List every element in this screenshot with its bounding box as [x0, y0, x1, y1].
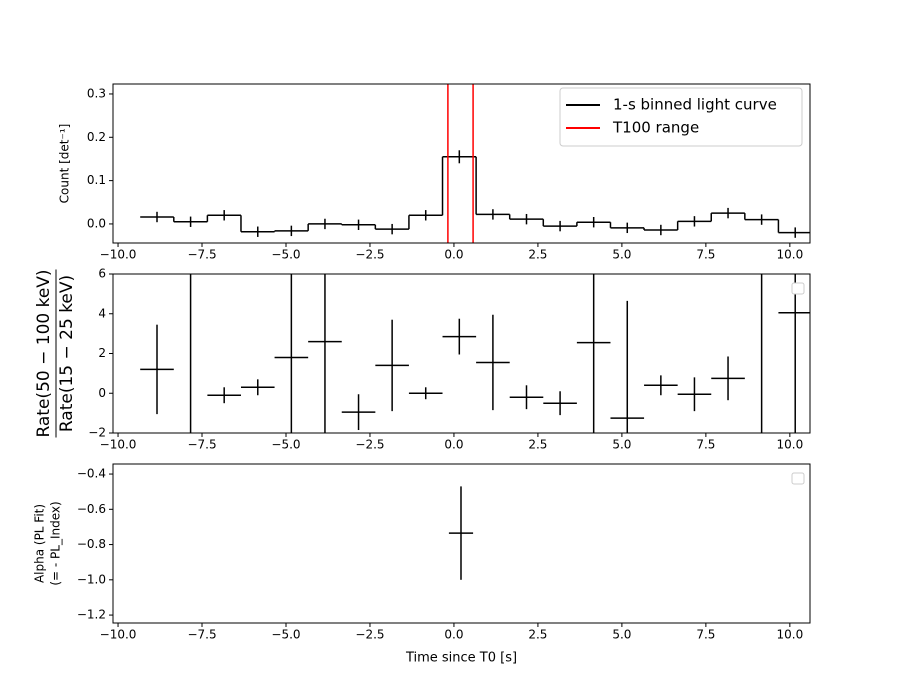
empty-legend	[791, 472, 805, 485]
x-tick-label: −7.5	[187, 248, 216, 262]
y-tick-label: −0.4	[77, 467, 106, 481]
x-tick-label: 10.0	[776, 628, 803, 642]
x-tick-label: −7.5	[187, 438, 216, 452]
x-tick-label: 10.0	[776, 248, 803, 262]
legend-label: T100 range	[612, 119, 699, 137]
x-tick-label: 5.0	[612, 628, 631, 642]
x-tick-label: −2.5	[355, 248, 384, 262]
y-tick-label: 0.1	[87, 173, 106, 187]
y-axis-label-numerator: Rate(50 − 100 keV)	[34, 269, 54, 437]
plot-area	[140, 274, 810, 433]
legend-box	[559, 87, 803, 147]
y-tick-label: −1.2	[77, 608, 106, 622]
y-axis-label: (= - PL_Index)	[49, 501, 63, 585]
y-tick-label: 0	[98, 386, 106, 400]
x-tick-label: 2.5	[528, 438, 547, 452]
x-tick-label: 5.0	[612, 438, 631, 452]
x-tick-label: −2.5	[355, 438, 384, 452]
y-tick-label: 6	[98, 267, 106, 281]
y-tick-label: 0.0	[87, 216, 106, 230]
y-axis-label: Alpha (PL Fit)	[33, 504, 47, 583]
x-tick-label: −7.5	[187, 628, 216, 642]
y-tick-label: −1.0	[77, 572, 106, 586]
x-tick-label: −10.0	[100, 628, 137, 642]
axes-frame	[112, 83, 811, 244]
axes-frame	[112, 273, 811, 434]
legend-label: 1-s binned light curve	[613, 96, 777, 114]
x-tick-label: −5.0	[271, 248, 300, 262]
plot-area	[140, 84, 810, 243]
y-tick-label: 2	[98, 346, 106, 360]
x-tick-label: 7.5	[696, 438, 715, 452]
x-tick-label: 2.5	[528, 248, 547, 262]
x-tick-label: 2.5	[528, 628, 547, 642]
x-tick-label: 7.5	[696, 248, 715, 262]
y-tick-label: −2	[88, 426, 106, 440]
x-tick-label: 0.0	[444, 628, 463, 642]
x-tick-label: 5.0	[612, 248, 631, 262]
x-tick-label: −10.0	[100, 248, 137, 262]
x-tick-label: 10.0	[776, 438, 803, 452]
x-tick-label: −5.0	[271, 628, 300, 642]
y-axis-label: Count [det⁻¹]	[58, 124, 72, 204]
x-tick-label: 0.0	[444, 438, 463, 452]
plot-area	[448, 486, 474, 580]
y-tick-label: 4	[98, 306, 106, 320]
axes-frame	[112, 463, 811, 624]
y-tick-label: 0.2	[87, 130, 106, 144]
x-tick-label: −5.0	[271, 438, 300, 452]
x-tick-label: 7.5	[696, 628, 715, 642]
x-tick-label: −10.0	[100, 438, 137, 452]
y-tick-label: −0.6	[77, 502, 106, 516]
x-tick-label: −2.5	[355, 628, 384, 642]
y-axis-label-denominator: Rate(15 − 25 keV)	[57, 275, 77, 432]
y-tick-label: 0.3	[87, 86, 106, 100]
y-tick-label: −0.8	[77, 537, 106, 551]
x-axis-label: Time since T0 [s]	[405, 651, 517, 666]
empty-legend	[791, 282, 805, 295]
x-tick-label: 0.0	[444, 248, 463, 262]
